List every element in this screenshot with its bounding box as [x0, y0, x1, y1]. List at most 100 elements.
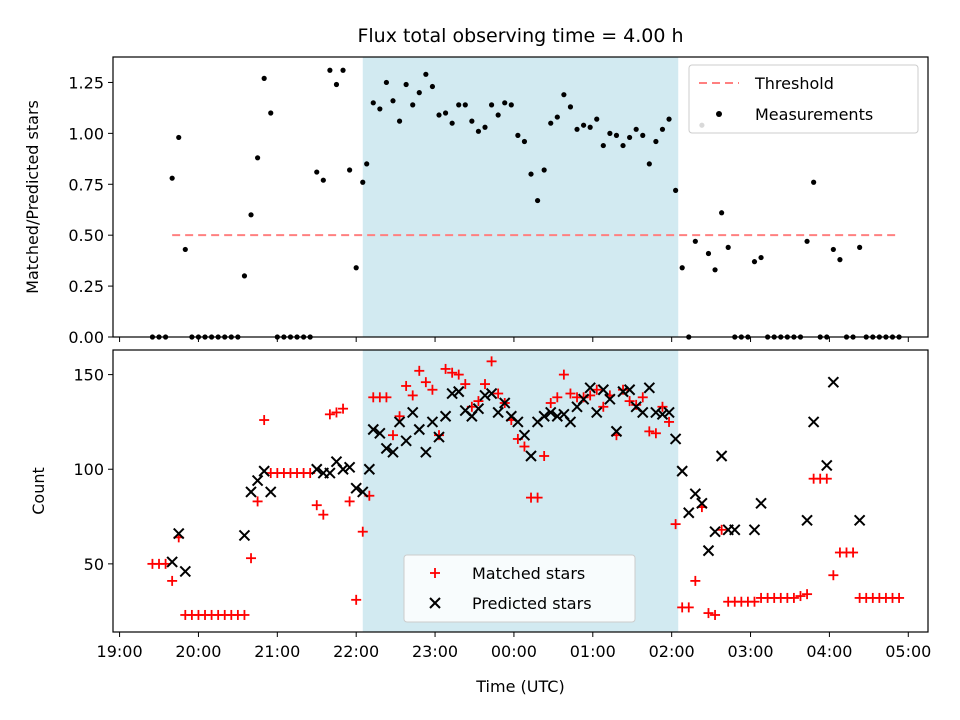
measurement-point — [436, 112, 442, 118]
predicted-star-point — [669, 433, 682, 445]
matched-star-point — [703, 608, 714, 619]
measurement-point — [804, 238, 810, 244]
measurement-point — [462, 102, 468, 108]
predicted-star-point — [637, 406, 649, 419]
matched-star-point — [344, 496, 355, 507]
matched-star-point — [318, 509, 329, 520]
bottom-axis-ticks: 19:00 20:00 21:00 22:00 23:00 00:00 01:00 02:00… — [73, 366, 931, 661]
top-y-tick-label: 0.50 — [68, 226, 104, 245]
matched-star-point — [565, 388, 576, 399]
predicted-star-point — [265, 486, 277, 498]
predicted-star-point — [663, 406, 675, 419]
measurement-point — [515, 132, 521, 138]
predicted-star-point — [577, 393, 590, 405]
top-y-tick-label: 0.00 — [68, 328, 104, 347]
predicted-star-point — [393, 416, 406, 428]
matched-star-point — [532, 492, 543, 503]
matched-star-point — [167, 575, 178, 586]
measurement-point — [360, 179, 366, 185]
measurement-point — [725, 244, 731, 250]
matched-star-point — [427, 384, 438, 395]
bottom-panel: 19:00 20:00 21:00 22:00 23:00 00:00 01:00 02:00… — [29, 349, 931, 696]
predicted-star-point — [350, 482, 362, 494]
predicted-star-point — [343, 461, 356, 474]
predicted-star-point — [453, 385, 465, 398]
measurement-point — [600, 142, 606, 149]
measurement-point — [712, 267, 718, 273]
measurement-point — [751, 259, 758, 265]
bottom-plot-frame — [112, 349, 929, 633]
matched-star-point — [539, 450, 550, 461]
matched-star-point — [493, 388, 504, 399]
x-tick-label: 05:00 — [885, 642, 931, 661]
bottom-y-tick-label: 100 — [73, 460, 104, 479]
matched-star-point — [357, 526, 368, 537]
matched-star-point — [447, 367, 458, 378]
matched-star-point — [473, 396, 484, 407]
measurement-point — [261, 75, 267, 81]
matched-star-point — [453, 369, 464, 380]
top-y-tick-label: 1.00 — [68, 124, 104, 143]
measurement-point — [811, 179, 817, 185]
predicted-star-point — [492, 406, 504, 419]
predicted-star-point — [545, 406, 557, 419]
matched-star-point — [749, 596, 760, 607]
measurement-point — [659, 126, 666, 132]
predicted-star-point — [617, 385, 629, 398]
matched-star-point — [670, 519, 681, 530]
predicted-star-point — [258, 465, 270, 477]
predicted-star-point — [245, 486, 257, 498]
predicted-star-point — [420, 446, 432, 458]
measurement-point — [182, 246, 188, 253]
measurement-point — [521, 138, 528, 145]
top-y-tick-label: 0.25 — [68, 277, 104, 296]
matched-star-point — [407, 390, 418, 401]
predicted-star-point — [512, 416, 524, 428]
measurement-point — [758, 254, 764, 261]
predicted-star-point — [363, 463, 376, 475]
measurement-point — [268, 110, 274, 116]
matched-star-point — [624, 396, 635, 407]
matched-star-point — [519, 441, 530, 452]
x-tick-label: 22:00 — [333, 642, 379, 661]
predicted-star-point — [702, 544, 715, 557]
matched-star-point — [434, 430, 444, 441]
measurement-point — [857, 244, 863, 250]
measurement-point — [314, 169, 320, 175]
measurement-point — [333, 81, 340, 88]
top-y-axis-label: Matched/Predicted stars — [23, 100, 42, 294]
matched-star-point — [894, 592, 905, 603]
legend-threshold-label: Threshold — [754, 74, 834, 93]
count-points — [147, 356, 905, 620]
predicted-star-point — [311, 463, 323, 475]
predicted-star-point — [643, 382, 656, 394]
predicted-star-point — [853, 514, 866, 527]
matched-star-point — [683, 602, 694, 613]
x-tick-label: 02:00 — [649, 642, 695, 661]
measurement-point — [679, 265, 685, 271]
top-legend-box — [688, 64, 919, 134]
predicted-star-point — [374, 427, 386, 439]
bottom-legend: Matched stars Predicted stars — [403, 554, 636, 623]
matched-star-point — [324, 409, 335, 420]
measurement-point — [364, 161, 370, 167]
predicted-star-point — [324, 467, 336, 479]
measurement-point — [574, 126, 580, 132]
predicted-star-point — [551, 410, 564, 422]
predicted-star-point — [683, 507, 695, 519]
predicted-star-point — [499, 397, 511, 409]
predicted-star-point — [472, 402, 485, 415]
chart-title: Flux total observing time = 4.00 h — [357, 25, 683, 47]
matched-star-point — [246, 553, 257, 564]
measurement-point — [475, 128, 482, 134]
predicted-star-point — [591, 406, 603, 419]
measurement-point — [488, 102, 495, 108]
matched-star-point — [618, 384, 629, 395]
predicted-star-point — [166, 556, 178, 568]
measurement-point — [607, 130, 613, 136]
measurement-point — [627, 134, 633, 141]
matched-star-point — [311, 500, 322, 511]
measurement-point — [554, 114, 560, 120]
matched-star-point — [259, 415, 270, 426]
